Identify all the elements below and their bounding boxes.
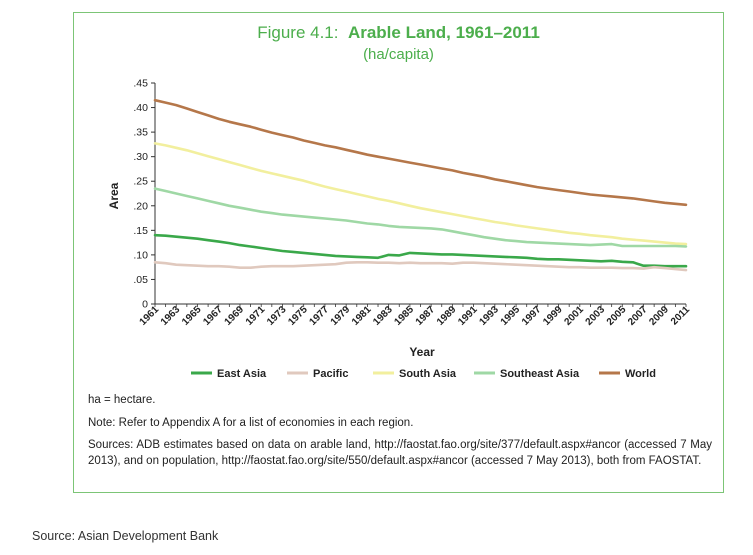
- x-tick-label: 1989: [435, 304, 459, 328]
- chart-title: Figure 4.1: Arable Land, 1961–2011: [74, 23, 723, 43]
- legend-label: East Asia: [217, 368, 267, 380]
- x-tick-label: 2007: [626, 304, 650, 328]
- chart-subtitle: (ha/capita): [363, 46, 434, 63]
- note-appendix: Note: Refer to Appendix A for a list of …: [88, 417, 414, 429]
- x-tick-label: 1979: [329, 304, 353, 328]
- x-tick-label: 1997: [520, 304, 544, 328]
- x-tick-label: 1993: [477, 304, 501, 328]
- page-source: Source: Asian Development Bank: [32, 529, 219, 543]
- x-tick-label: 1995: [499, 304, 523, 328]
- x-tick-label: 1965: [180, 304, 204, 328]
- title-prefix: Figure 4.1:: [257, 23, 339, 42]
- x-tick-label: 1999: [541, 304, 565, 328]
- x-tick-label: 2009: [647, 304, 671, 328]
- x-tick-label: 1981: [350, 304, 374, 328]
- series-line-south-asia: [153, 142, 688, 246]
- series-line-southeast-asia: [153, 187, 688, 248]
- figure-frame: Figure 4.1: Arable Land, 1961–2011 (ha/c…: [73, 12, 724, 493]
- x-tick-label: 2005: [605, 304, 629, 328]
- y-tick-label: 0: [142, 299, 148, 311]
- x-tick-label: 1977: [308, 304, 332, 328]
- x-tick-label: 2003: [584, 304, 608, 328]
- x-tick-label: 2011: [669, 304, 692, 327]
- x-tick-label: 1991: [456, 304, 480, 328]
- y-tick-label: .05: [133, 274, 148, 286]
- x-tick-label: 1983: [371, 304, 395, 328]
- x-axis: 1961196319651967196919711973197519771979…: [138, 303, 692, 328]
- series-layer: [153, 98, 688, 272]
- x-tick-label: 1969: [223, 304, 247, 328]
- note-hectare: ha = hectare.: [88, 394, 156, 406]
- legend-label: Pacific: [313, 368, 348, 380]
- y-tick-label: .20: [133, 200, 148, 212]
- title-main: Arable Land, 1961–2011: [347, 23, 540, 42]
- y-tick-label: .25: [133, 176, 148, 188]
- y-tick-label: .15: [133, 225, 148, 237]
- x-axis-label: Year: [409, 345, 435, 359]
- x-tick-label: 1963: [159, 304, 183, 328]
- series-line-east-asia: [153, 233, 688, 268]
- y-tick-label: .10: [133, 249, 148, 261]
- legend: East Asia Pacific South Asia Southeast Asia…: [191, 368, 656, 380]
- legend-label: World: [625, 368, 656, 380]
- y-axis: 0 .05 .10 .15 .20 .25 .30 .35 .40 .45: [133, 78, 156, 311]
- x-tick-label: 1967: [201, 304, 225, 328]
- line-chart: 0 .05 .10 .15 .20 .25 .30 .35 .40 .45 19611963196…: [107, 78, 692, 381]
- x-tick-label: 1985: [392, 304, 416, 328]
- x-tick-label: 2001: [562, 304, 586, 328]
- x-tick-label: 1971: [244, 304, 268, 328]
- y-axis-label: Area: [107, 182, 121, 209]
- y-tick-label: .45: [133, 78, 148, 90]
- note-sources: Sources: ADB estimates based on data on …: [88, 439, 712, 467]
- legend-label: Southeast Asia: [500, 368, 580, 380]
- x-tick-label: 1975: [286, 304, 310, 328]
- y-tick-label: .30: [133, 151, 148, 163]
- y-tick-label: .40: [133, 102, 148, 114]
- series-line-pacific: [153, 261, 688, 272]
- x-tick-label: 1987: [414, 304, 438, 328]
- x-tick-label: 1973: [265, 304, 289, 328]
- series-line-world: [153, 98, 688, 207]
- legend-label: South Asia: [399, 368, 457, 380]
- y-tick-label: .35: [133, 127, 148, 139]
